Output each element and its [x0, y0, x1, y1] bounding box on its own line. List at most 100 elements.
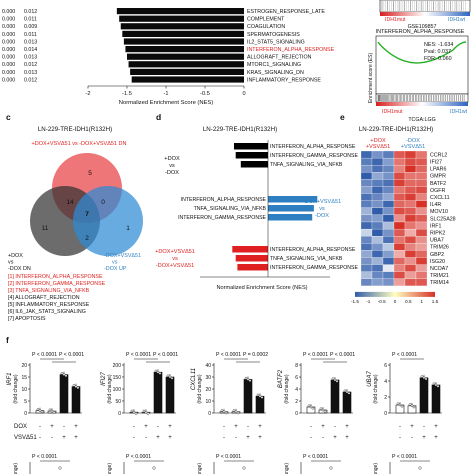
heatmap-cell [404, 271, 417, 279]
p-value-label: P < 0.0001 [126, 454, 151, 460]
tick-label: 40 [205, 363, 211, 369]
heatmap-cell [404, 278, 417, 287]
heatmap-cell [371, 264, 384, 272]
gene-label: RIPK2 [430, 231, 445, 237]
data-point [62, 373, 66, 376]
data-point [142, 409, 146, 413]
heatmap-cell [415, 271, 428, 279]
row-label: VSVΔ51 [14, 435, 37, 441]
heatmap-cell [371, 193, 384, 201]
heatmap-cell [393, 193, 406, 201]
panel-letter: f [6, 335, 9, 345]
vsv-sign: - [39, 435, 41, 441]
heatmap-cell [371, 221, 384, 230]
heatmap-cell [360, 221, 373, 230]
nes-bar [235, 255, 268, 262]
vsv-sign: - [223, 435, 225, 441]
set-label-left: +DOX [8, 253, 23, 259]
p-value-label: P < 0.0001 [330, 352, 355, 358]
heatmap-cell [393, 221, 406, 230]
vsv-sign: - [411, 435, 413, 441]
data-point [36, 408, 40, 411]
heatmap-cell [371, 157, 384, 166]
heatmap-cell [415, 200, 428, 208]
set-label-left: vs [8, 260, 14, 266]
vsv-sign: - [145, 435, 147, 441]
p-value-label: P < 0.0001 [216, 454, 241, 460]
set-label-right: -DOX UP [104, 266, 127, 272]
comparison-label: -DOX [315, 213, 329, 219]
heatmap-cell [371, 179, 384, 187]
tick-label: 20 [21, 363, 27, 369]
tick-label: 15 [21, 375, 27, 381]
dataset-label: TCGA:LGG [408, 117, 435, 123]
data-point [234, 410, 238, 414]
comparison-label: vs [319, 206, 325, 212]
heatmap-cell [360, 257, 373, 265]
heatmap-cell [404, 186, 417, 194]
dox-sign: + [410, 424, 414, 430]
comparison-label: -DOX [165, 170, 179, 176]
heatmap-cell [404, 157, 417, 166]
dox-sign: + [168, 424, 172, 430]
nes-bar [131, 76, 244, 83]
heatmap-cell [360, 250, 373, 258]
p-value-label: P = 0.0002 [243, 352, 268, 358]
data-point [152, 466, 156, 470]
heatmap-cell [360, 165, 373, 173]
nes-bar [237, 264, 268, 271]
p-value-label: P < 0.0001 [153, 352, 178, 358]
pathway-label: TNFA_SIGNALING_VIA_NFKB [270, 256, 343, 262]
data-point [398, 403, 402, 407]
set-label-right: vs [112, 260, 118, 266]
p-value-label: P < 0.0001 [303, 454, 328, 460]
gene-label: ISG20 [430, 259, 445, 265]
x-axis-label: Normalized Enrichment Score (NES) [119, 100, 213, 106]
data-point [76, 386, 80, 390]
heatmap-cell [371, 214, 384, 223]
gsea-stat: FDR: 0.060 [424, 56, 452, 62]
data-point [424, 377, 428, 381]
data-point [166, 374, 170, 378]
heatmap-cell [382, 172, 395, 180]
set-label-top: +DOX+VSVΔ51 vs -DOX+VSVΔ51 DN [32, 141, 127, 147]
row-label: DOX [14, 424, 27, 430]
nes-bar [268, 196, 318, 203]
heatmap-cell [404, 207, 417, 216]
p-value: 0.000 [2, 17, 15, 23]
tick-label: 100 [113, 387, 122, 393]
data-point [48, 408, 52, 412]
data-point [72, 384, 76, 387]
heatmap-cell [404, 150, 417, 159]
data-point [436, 384, 440, 388]
heatmap-cell [382, 264, 395, 272]
legend-entry: [3] TNFA_SIGNALING_VIA_NFKB [8, 288, 90, 294]
tick-label: 10 [21, 387, 27, 393]
vsv-sign: - [235, 435, 237, 441]
colorbar [355, 291, 435, 297]
gsea-stat: Pval: 0.037 [424, 49, 451, 55]
colorbar-tick: 0.5 [405, 299, 412, 304]
column-header: +DOX [370, 138, 386, 144]
venn-count: 14 [66, 199, 74, 206]
gene-label: GBP2 [430, 252, 444, 258]
heatmap-cell [415, 243, 428, 251]
y-axis-label: (fold change) [197, 374, 203, 404]
heatmap-cell [360, 150, 373, 159]
heatmap-cell [371, 186, 384, 194]
pathway-label: INTERFERON_GAMMA_RESPONSE [270, 265, 358, 271]
column-header: +VSVΔ51 [366, 144, 390, 150]
data-point [434, 383, 438, 387]
pathway-label: KRAS_SIGNALING_DN [247, 70, 304, 76]
data-point [50, 409, 54, 413]
ranked-list-bar [376, 102, 468, 106]
vsv-sign: + [434, 435, 438, 441]
vsv-sign: - [51, 435, 53, 441]
nes-bar [235, 152, 268, 159]
p-value: 0.000 [2, 39, 15, 45]
y-axis-label: (fold change) [13, 374, 19, 404]
panel-title: LN-229-TRE-IDH1(R132H) [38, 126, 112, 133]
panel-letter: e [340, 112, 345, 122]
fdr-value: 0.012 [24, 62, 37, 68]
bar [255, 395, 265, 414]
